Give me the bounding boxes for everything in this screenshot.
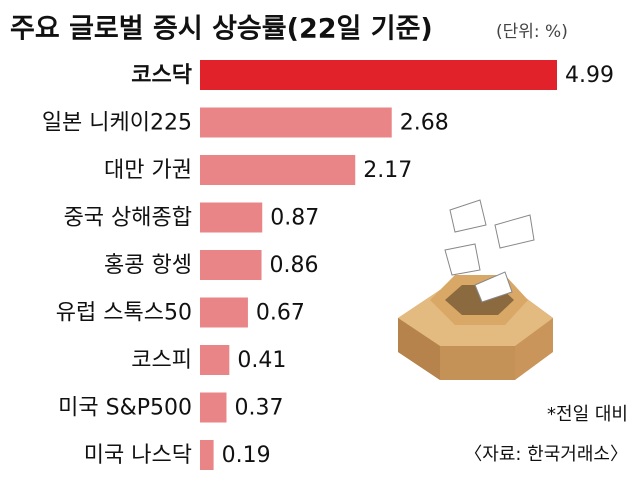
value-label: 0.67 (256, 301, 305, 326)
bar (200, 202, 263, 233)
bar (200, 440, 214, 470)
unit-label: (단위: %) (496, 22, 568, 42)
category-label: 대만 가권 (104, 158, 192, 183)
value-label: 4.99 (565, 63, 614, 88)
bar (200, 107, 392, 138)
category-label: 홍콩 항셍 (104, 253, 192, 278)
note: 〈자료: 한국거래소〉 (464, 444, 628, 465)
category-label: 일본 니케이225 (42, 111, 192, 136)
bar (200, 60, 557, 90)
value-label: 0.19 (222, 443, 271, 468)
bar (200, 155, 356, 185)
bar (200, 250, 262, 280)
value-label: 2.68 (400, 111, 449, 136)
category-label: 유럽 스톡스50 (56, 301, 192, 326)
category-label: 미국 S&P500 (58, 396, 192, 421)
category-label: 코스피 (131, 348, 192, 373)
bar (200, 392, 227, 423)
bar (200, 345, 230, 375)
note: *전일 대비 (547, 404, 628, 425)
value-label: 0.86 (270, 253, 319, 278)
value-label: 0.41 (237, 348, 286, 373)
value-label: 0.37 (234, 396, 283, 421)
chart-title: 주요 글로벌 증시 상승률(22일 기준) (10, 14, 433, 45)
category-label: 미국 나스닥 (84, 443, 192, 468)
value-label: 0.87 (270, 206, 319, 231)
value-label: 2.17 (363, 158, 412, 183)
bar (200, 297, 248, 328)
illustration (398, 199, 553, 380)
category-label: 중국 상해종합 (64, 206, 192, 231)
category-label: 코스닥 (131, 63, 192, 88)
